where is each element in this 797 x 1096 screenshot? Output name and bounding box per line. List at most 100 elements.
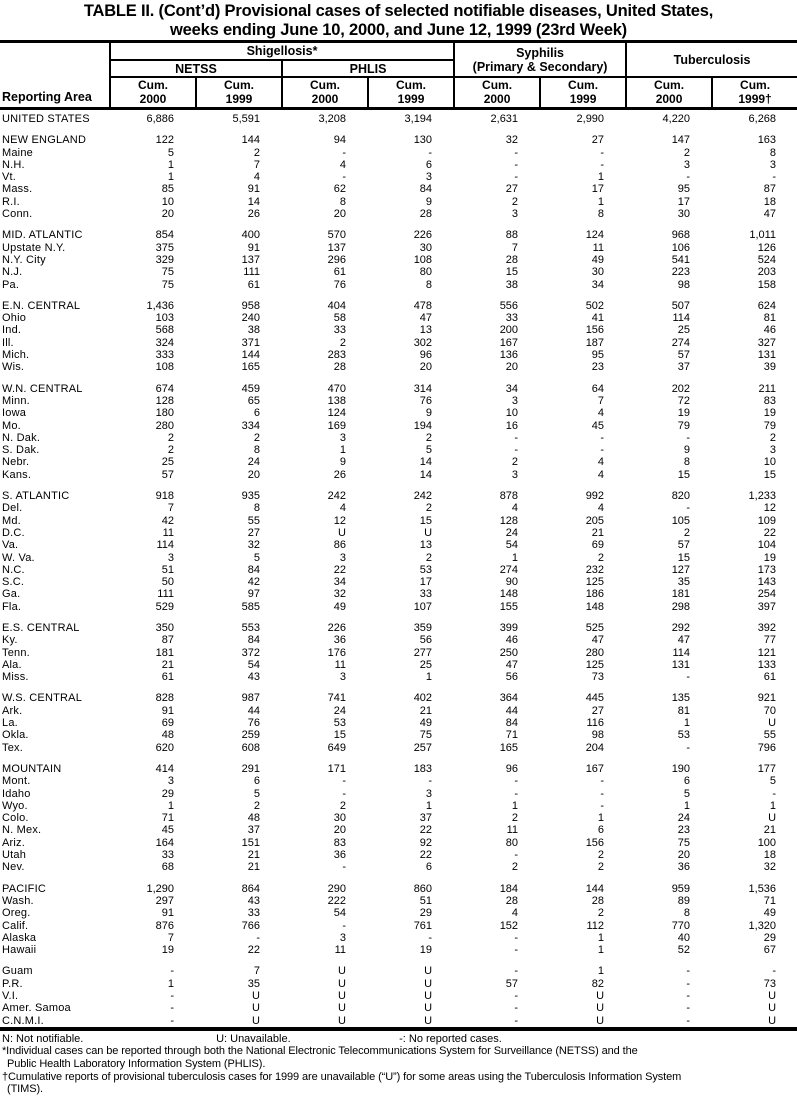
- reporting-area-cell: Conn.: [2, 208, 33, 221]
- value-cell: 37: [247, 824, 260, 837]
- value-cell: 1,536: [748, 882, 777, 895]
- value-cell: 7: [167, 502, 174, 515]
- value-cell: 242: [327, 490, 346, 503]
- value-cell: 39: [763, 361, 777, 374]
- value-cell: 15: [333, 729, 346, 742]
- value-cell: 280: [585, 646, 605, 659]
- value-cell: 158: [757, 278, 777, 291]
- value-cell: 553: [241, 621, 260, 634]
- value-cell: 47: [677, 634, 691, 647]
- value-cell: 3: [769, 158, 777, 171]
- value-cell: 26: [333, 468, 346, 481]
- value-cell: 11: [162, 526, 174, 539]
- value-cell: 2: [339, 336, 346, 349]
- value-cell: 20: [333, 824, 346, 837]
- value-cell: 91: [161, 704, 174, 717]
- value-cell: 6: [425, 158, 433, 171]
- value-cell: 127: [671, 563, 691, 576]
- value-cell: 1: [597, 965, 605, 978]
- table-row: Fla. 529 585 49 107 155 148 298 397: [0, 601, 797, 613]
- value-cell: -: [514, 146, 519, 159]
- value-cell: 32: [505, 134, 519, 147]
- value-cell: 259: [241, 729, 260, 742]
- table-row: P.R. 1 35 U U 57 82 - 73: [0, 978, 797, 990]
- value-cell: 4,220: [662, 113, 691, 125]
- value-cell: 32: [333, 588, 346, 601]
- value-cell: 860: [413, 882, 433, 895]
- table-row: V.I. - U U U - U - U: [0, 990, 797, 1002]
- value-cell: 2: [511, 456, 519, 469]
- value-cell: 242: [413, 490, 433, 503]
- value-cell: 79: [677, 419, 691, 432]
- value-cell: 26: [247, 208, 260, 221]
- value-cell: 130: [413, 134, 433, 147]
- value-cell: 568: [155, 324, 174, 337]
- value-cell: 7: [253, 965, 260, 978]
- value-cell: 186: [585, 588, 605, 601]
- table-body: UNITED STATES 6,886 5,591 3,208 3,194 2,631 2,…: [0, 109, 797, 1029]
- value-cell: 4: [597, 407, 605, 420]
- value-cell: 5: [253, 551, 260, 564]
- value-cell: 2: [769, 431, 777, 444]
- value-cell: 169: [327, 419, 346, 432]
- value-cell: 11: [506, 824, 519, 837]
- value-cell: 761: [413, 919, 433, 932]
- value-cell: 21: [591, 526, 605, 539]
- value-cell: 211: [758, 382, 777, 395]
- value-cell: 11: [334, 944, 346, 957]
- value-cell: 61: [763, 671, 777, 684]
- value-cell: 91: [247, 183, 260, 196]
- table-row: Nev. 68 21 - 6 2 2 36 32: [0, 861, 797, 873]
- table-row: Idaho 29 5 - 3 - - 5 -: [0, 788, 797, 800]
- value-cell: 61: [161, 671, 174, 684]
- value-cell: -: [170, 1002, 174, 1015]
- value-cell: 19: [161, 944, 174, 957]
- value-cell: 177: [757, 762, 777, 775]
- reporting-area-cell: Fla.: [2, 600, 22, 613]
- spacer-row: [0, 683, 797, 692]
- value-cell: 918: [155, 490, 174, 503]
- value-cell: 13: [419, 324, 433, 337]
- value-cell: 27: [247, 526, 260, 539]
- reporting-area-cell: Mont.: [2, 775, 31, 788]
- value-cell: 202: [671, 382, 691, 395]
- value-cell: 570: [327, 229, 346, 242]
- value-cell: 5: [769, 775, 777, 788]
- value-cell: 176: [327, 646, 346, 659]
- value-cell: 137: [241, 253, 260, 266]
- value-cell: 2: [425, 502, 433, 515]
- value-cell: 2: [511, 861, 519, 874]
- value-cell: 37: [677, 361, 691, 374]
- reporting-area-cell: Pa.: [2, 278, 20, 291]
- value-cell: 6,886: [146, 113, 174, 125]
- value-cell: 29: [161, 787, 174, 800]
- value-cell: 959: [671, 882, 691, 895]
- value-cell: 25: [161, 456, 174, 469]
- value-cell: 1: [597, 195, 605, 208]
- col-header-tb-2000: Cum. 2000: [625, 76, 714, 110]
- value-cell: 51: [419, 894, 433, 907]
- value-cell: 28: [591, 894, 605, 907]
- value-cell: 2: [511, 195, 519, 208]
- table-row: Oreg. 91 33 54 29 4 2 8 49: [0, 907, 797, 919]
- value-cell: -: [514, 775, 519, 788]
- value-cell: 22: [419, 849, 433, 862]
- value-cell: 92: [419, 836, 433, 849]
- value-cell: 3: [511, 468, 519, 481]
- value-cell: 87: [161, 634, 174, 647]
- value-cell: 8: [769, 146, 777, 159]
- value-cell: 58: [333, 312, 346, 325]
- value-cell: 333: [155, 349, 174, 362]
- value-cell: U: [596, 1002, 605, 1015]
- value-cell: 100: [757, 836, 777, 849]
- value-cell: 1: [597, 931, 605, 944]
- reporting-area-cell: Alaska: [2, 931, 37, 944]
- value-cell: 5: [425, 444, 433, 457]
- table-row: Va. 114 32 86 13 54 69 57 104: [0, 539, 797, 551]
- value-cell: 173: [757, 563, 777, 576]
- value-cell: 38: [247, 324, 260, 337]
- table-row: N. Mex. 45 37 20 22 11 6 23 21: [0, 824, 797, 836]
- value-cell: 1,011: [749, 229, 777, 242]
- footnote-tims-line1: †Cumulative reports of provisional tuber…: [2, 1070, 682, 1083]
- value-cell: 921: [757, 692, 777, 705]
